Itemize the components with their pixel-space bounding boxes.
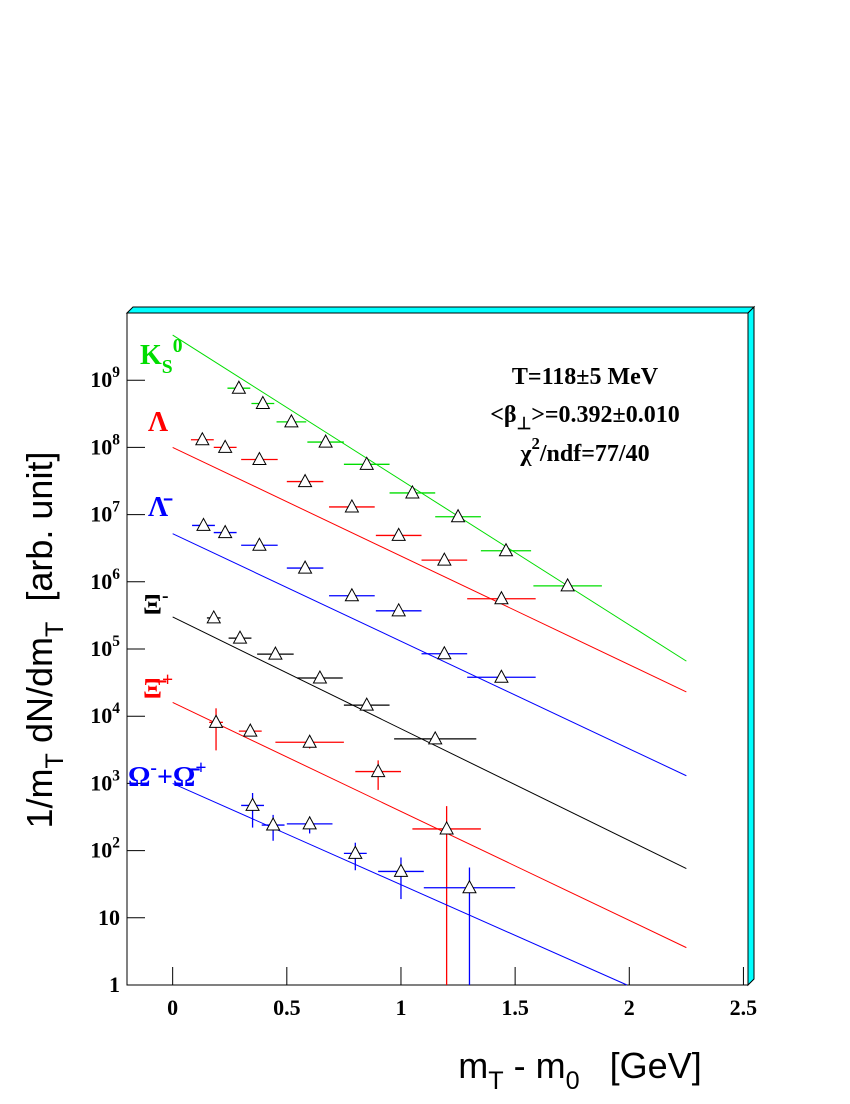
y-tick-label: 108 — [90, 431, 120, 459]
series-label: Ξ- — [143, 586, 169, 621]
data-point — [297, 560, 313, 574]
data-point — [427, 730, 443, 745]
y-tick-label: 102 — [90, 835, 120, 863]
frame-side — [747, 305, 755, 987]
series-label: Ω-+Ω̄+ — [128, 758, 207, 793]
data-point — [347, 845, 363, 859]
data-point — [252, 537, 267, 551]
fit-line — [172, 334, 687, 662]
data-point — [217, 524, 233, 539]
fit-line — [172, 533, 687, 777]
data-point — [297, 473, 313, 488]
y-tick-label: 106 — [90, 566, 120, 594]
data-point — [255, 395, 271, 410]
data-point — [242, 723, 258, 737]
data-point — [560, 577, 575, 592]
y-tick-label: 10 — [98, 905, 120, 930]
data-point — [206, 609, 222, 624]
data-point — [196, 517, 211, 531]
series-label: KS0 — [140, 336, 183, 378]
data-point — [494, 669, 509, 683]
y-tick-label: 109 — [90, 364, 120, 392]
data-point — [195, 431, 210, 446]
y-tick-label: 105 — [90, 633, 120, 661]
data-point — [231, 380, 247, 394]
data-point — [284, 413, 299, 428]
data-point — [252, 451, 267, 466]
data-point — [359, 697, 375, 711]
annotation: χ2/ndf=77/40 — [519, 434, 649, 466]
data-point — [302, 815, 317, 830]
data-point — [370, 763, 386, 778]
x-tick-label: 2.5 — [730, 995, 758, 1020]
data-point — [359, 456, 375, 470]
data-point — [318, 434, 333, 448]
data-point — [393, 863, 409, 877]
x-tick-label: 2 — [624, 995, 635, 1020]
series-label: Ξ̄+ — [143, 670, 173, 705]
data-point — [302, 734, 317, 748]
x-axis-title: mT - m0 [GeV] — [458, 1045, 701, 1095]
frame-top — [125, 306, 756, 314]
annotation: T=118±5 MeV — [512, 364, 659, 390]
data-point — [450, 508, 466, 523]
data-point — [344, 587, 360, 602]
data-point — [405, 484, 420, 499]
series-label: Λ — [148, 407, 168, 438]
x-tick-label: 1 — [395, 995, 406, 1020]
annotation: <β⊥>=0.392±0.010 — [490, 402, 679, 434]
y-tick-label: 1 — [109, 972, 120, 997]
data-point — [391, 602, 407, 617]
x-tick-label: 1.5 — [501, 995, 529, 1020]
data-point — [245, 797, 260, 811]
data-point — [232, 630, 248, 644]
data-point — [208, 714, 224, 728]
y-tick-label: 107 — [90, 499, 120, 527]
data-point — [494, 590, 509, 605]
data-point — [437, 645, 452, 660]
data-point — [498, 542, 514, 557]
series-label: Λ̄ — [148, 492, 173, 523]
x-tick-label: 0 — [167, 995, 178, 1020]
y-axis-title: 1/mT dN/dmT [arb. unit] — [19, 452, 69, 829]
data-point — [437, 552, 452, 566]
data-point — [265, 817, 281, 831]
data-point — [217, 439, 233, 453]
y-tick-label: 104 — [90, 700, 120, 728]
data-point — [391, 527, 407, 541]
data-point — [344, 498, 360, 513]
fit-line — [172, 446, 687, 693]
fit-line — [172, 782, 628, 986]
y-tick-label: 103 — [90, 767, 120, 795]
fit-line — [172, 702, 687, 949]
data-point — [312, 669, 328, 684]
data-point — [268, 646, 283, 660]
x-tick-label: 0.5 — [273, 995, 301, 1020]
data-point — [462, 879, 477, 894]
data-point — [439, 820, 454, 835]
